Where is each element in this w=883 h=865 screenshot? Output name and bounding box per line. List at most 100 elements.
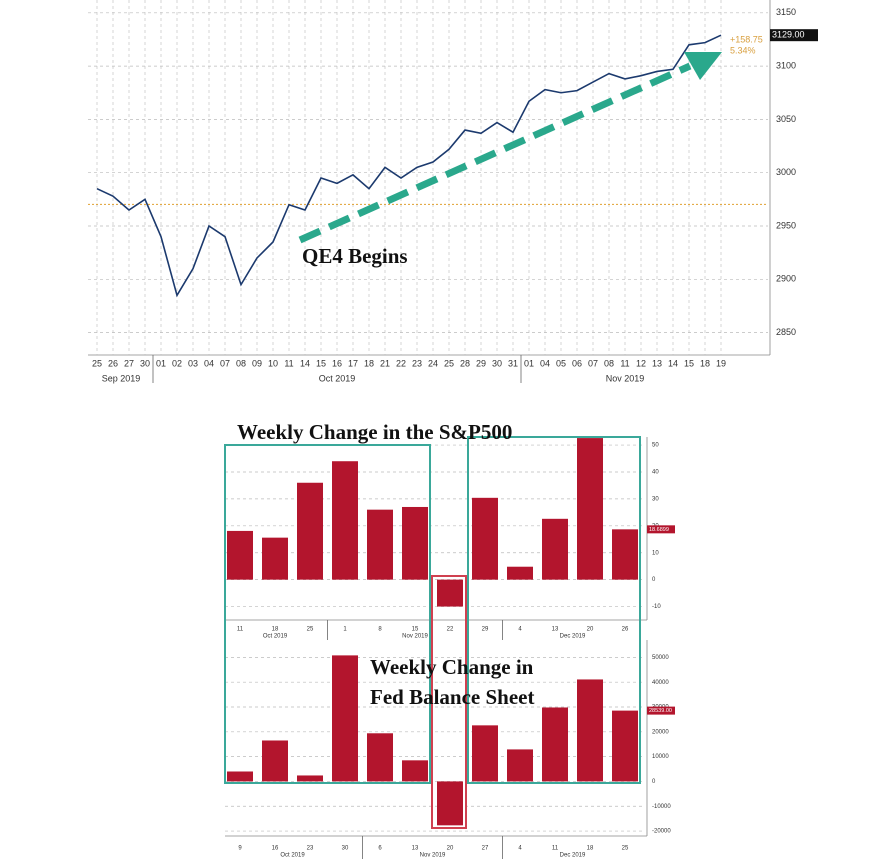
x-tick-label: 08 xyxy=(236,358,246,368)
y-tick-label: 3150 xyxy=(776,7,796,17)
bar xyxy=(577,679,603,782)
x-tick-label: 25 xyxy=(307,627,314,633)
x-tick-label: 11 xyxy=(552,846,559,852)
y-tick-label: 20000 xyxy=(652,729,669,735)
x-tick-label: 9 xyxy=(238,846,242,852)
highlight-box xyxy=(431,575,467,829)
x-tick-label: 07 xyxy=(220,358,230,368)
x-tick-label: 30 xyxy=(342,846,349,852)
x-group-label: Nov 2019 xyxy=(606,373,645,383)
chart-title: Weekly Change in xyxy=(370,655,534,679)
annotation: QE4 Begins xyxy=(302,244,408,268)
x-group-label: Sep 2019 xyxy=(102,373,141,383)
x-tick-label: 15 xyxy=(316,358,326,368)
x-tick-label: 05 xyxy=(556,358,566,368)
x-tick-label: 18 xyxy=(700,358,710,368)
value-tag-bg xyxy=(647,706,675,715)
x-tick-label: 11 xyxy=(620,358,629,368)
x-tick-label: 15 xyxy=(412,627,419,633)
trend-arrow xyxy=(298,62,692,244)
y-tick-label: 50000 xyxy=(652,655,669,661)
chart-title: Weekly Change in the S&P500 xyxy=(237,420,512,444)
bar xyxy=(507,749,533,782)
bar xyxy=(262,537,288,580)
x-tick-label: 09 xyxy=(252,358,262,368)
x-tick-label: 17 xyxy=(348,358,358,368)
x-group-label: Dec 2019 xyxy=(560,634,586,640)
x-group-label: Oct 2019 xyxy=(263,634,288,640)
change-label: +158.75 xyxy=(730,34,763,44)
x-tick-label: 29 xyxy=(476,358,486,368)
bar xyxy=(612,710,638,782)
x-tick-label: 04 xyxy=(204,358,214,368)
bar xyxy=(472,725,498,782)
y-tick-label: 3000 xyxy=(776,167,796,177)
marks-layer xyxy=(96,34,722,826)
y-tick-label: 3100 xyxy=(776,60,796,70)
x-tick-label: 24 xyxy=(428,358,438,368)
x-tick-label: 18 xyxy=(587,846,594,852)
x-tick-label: 23 xyxy=(307,846,314,852)
x-tick-label: 31 xyxy=(508,358,518,368)
x-tick-label: 30 xyxy=(140,358,150,368)
x-tick-label: 29 xyxy=(482,627,489,633)
x-tick-label: 21 xyxy=(380,358,390,368)
x-tick-label: 16 xyxy=(332,358,342,368)
y-tick-label: 30 xyxy=(652,496,659,502)
y-tick-label: 40 xyxy=(652,470,659,476)
highlight-box xyxy=(467,436,641,784)
x-tick-label: 26 xyxy=(108,358,118,368)
x-tick-label: 10 xyxy=(268,358,278,368)
bar xyxy=(227,771,253,782)
x-tick-label: 25 xyxy=(92,358,102,368)
x-tick-label: 4 xyxy=(518,627,522,633)
x-tick-label: 13 xyxy=(552,627,559,633)
x-tick-label: 26 xyxy=(622,627,629,633)
x-tick-label: 30 xyxy=(492,358,502,368)
bar xyxy=(227,530,253,580)
bar xyxy=(332,655,358,782)
y-tick-label: 10 xyxy=(652,550,659,556)
y-tick-label: 0 xyxy=(652,577,656,583)
x-group-label: Dec 2019 xyxy=(560,853,586,859)
x-group-label: Nov 2019 xyxy=(402,634,428,640)
x-tick-label: 12 xyxy=(636,358,646,368)
bar xyxy=(542,707,568,782)
x-tick-label: 25 xyxy=(622,846,629,852)
y-tick-label: 2900 xyxy=(776,274,796,284)
y-tick-label: 2950 xyxy=(776,220,796,230)
y-tick-label: 10000 xyxy=(652,754,669,760)
x-tick-label: 07 xyxy=(588,358,598,368)
x-tick-label: 03 xyxy=(188,358,198,368)
bar xyxy=(297,482,323,580)
x-tick-label: 04 xyxy=(540,358,550,368)
bar xyxy=(542,518,568,580)
x-tick-label: 01 xyxy=(524,358,534,368)
y-tick-label: -10000 xyxy=(652,804,671,810)
x-tick-label: 15 xyxy=(684,358,694,368)
change-pct-label: 5.34% xyxy=(730,45,756,55)
bar xyxy=(332,461,358,580)
x-tick-label: 16 xyxy=(272,846,279,852)
arrow-head xyxy=(684,52,722,80)
x-tick-label: 8 xyxy=(378,627,382,633)
x-tick-label: 25 xyxy=(444,358,454,368)
x-tick-label: 08 xyxy=(604,358,614,368)
x-tick-label: 1 xyxy=(343,627,347,633)
y-tick-label: 2850 xyxy=(776,327,796,337)
x-tick-label: 6 xyxy=(378,846,382,852)
x-tick-label: 13 xyxy=(652,358,662,368)
y-tick-label: -20000 xyxy=(652,829,671,835)
x-tick-label: 01 xyxy=(156,358,166,368)
x-group-label: Nov 2019 xyxy=(420,853,446,859)
x-tick-label: 13 xyxy=(412,846,419,852)
bar xyxy=(367,733,393,782)
grid-layer xyxy=(88,0,771,859)
value-tag: 3129.00 xyxy=(772,30,805,40)
y-tick-label: 3050 xyxy=(776,114,796,124)
x-tick-label: 20 xyxy=(447,846,454,852)
value-tag: 18.6899 xyxy=(649,527,669,533)
